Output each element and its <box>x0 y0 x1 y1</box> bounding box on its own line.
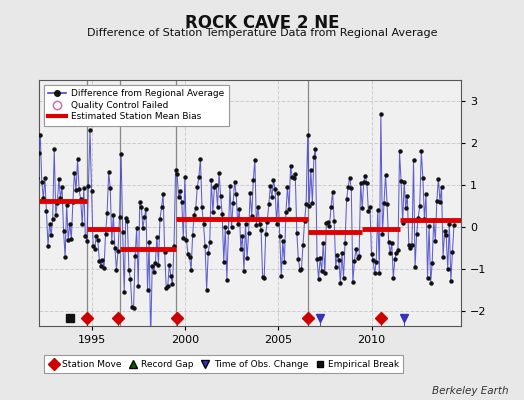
Text: Difference of Station Temperature Data from Regional Average: Difference of Station Temperature Data f… <box>87 28 437 38</box>
Text: Berkeley Earth: Berkeley Earth <box>432 386 508 396</box>
Legend: Station Move, Record Gap, Time of Obs. Change, Empirical Break: Station Move, Record Gap, Time of Obs. C… <box>44 356 403 374</box>
Legend: Difference from Regional Average, Quality Control Failed, Estimated Station Mean: Difference from Regional Average, Qualit… <box>44 84 228 126</box>
Text: ROCK CAVE 2 NE: ROCK CAVE 2 NE <box>185 14 339 32</box>
